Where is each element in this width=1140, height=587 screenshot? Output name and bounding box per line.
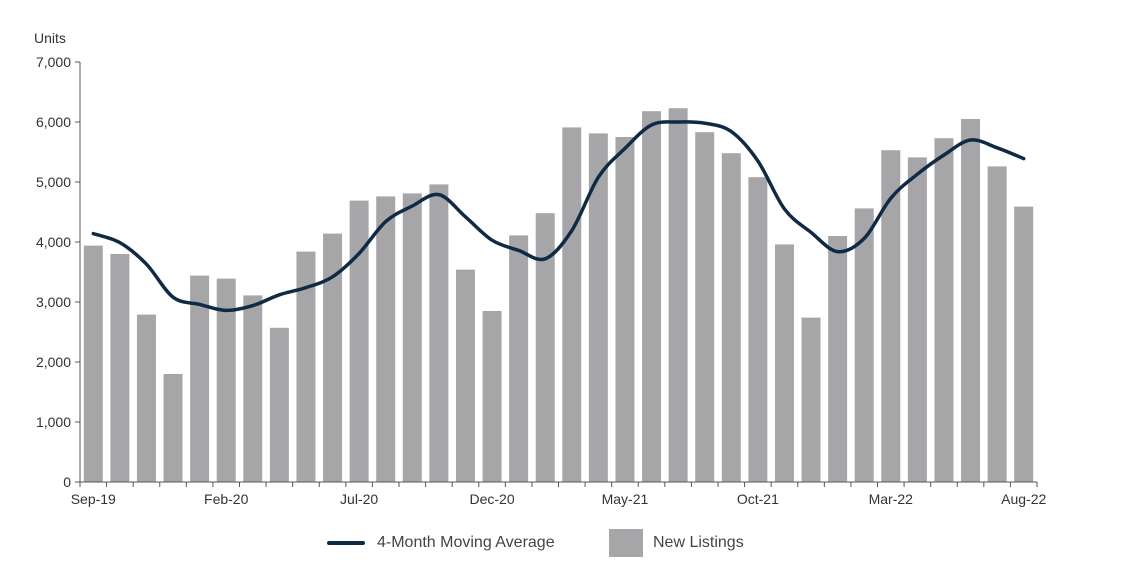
bar-jul-22 (987, 166, 1007, 482)
bar-mar-21 (562, 127, 582, 483)
x-tick-label: Mar-22 (869, 491, 914, 507)
legend-label-new-listings: New Listings (653, 534, 744, 551)
bar-dec-19 (163, 374, 183, 482)
chart-canvas: Units 0 1,000 2,000 3,000 4,000 5,000 6,000 7,0… (34, 30, 1046, 507)
y-axis: 0 1,000 2,000 3,000 4,000 5,000 6,000 7,000 (36, 54, 81, 490)
legend-item-moving-average: 4-Month Moving Average (327, 529, 555, 557)
bar-aug-20 (376, 196, 396, 482)
bar-sep-20 (402, 193, 422, 482)
legend-box-swatch (609, 529, 643, 557)
bar-jun-21 (642, 111, 662, 482)
bar-jan-20 (190, 275, 210, 482)
bar-jul-20 (349, 200, 369, 482)
x-tick-label: Dec-20 (469, 491, 514, 507)
bar-apr-21 (588, 133, 608, 482)
bar-mar-22 (881, 150, 901, 482)
bar-feb-20 (216, 278, 236, 482)
bar-feb-21 (535, 213, 555, 482)
y-axis-title: Units (34, 30, 66, 46)
y-tick-label: 6,000 (36, 114, 71, 130)
bar-series-new-listings (83, 108, 1034, 483)
x-tick-label: Jul-20 (340, 491, 378, 507)
y-tick-label: 5,000 (36, 174, 71, 190)
bar-jan-22 (828, 236, 848, 482)
y-tick-label: 7,000 (36, 54, 71, 70)
bar-may-22 (934, 138, 954, 482)
bar-oct-19 (110, 254, 130, 482)
x-axis: Sep-19 Feb-20 Jul-20 Dec-20 May-21 Oct-21 Mar-… (71, 481, 1046, 507)
bar-sep-19 (83, 245, 103, 482)
bar-jun-22 (961, 119, 981, 482)
moving-average-line (91, 120, 1026, 313)
bar-feb-22 (854, 208, 874, 482)
bar-dec-21 (801, 317, 821, 482)
x-tick-label: Oct-21 (737, 491, 779, 507)
bar-jun-20 (323, 233, 343, 482)
y-tick-label: 3,000 (36, 294, 71, 310)
x-tick-label: May-21 (602, 491, 649, 507)
bar-aug-22 (1014, 206, 1034, 482)
x-tick-label: Feb-20 (204, 491, 249, 507)
bar-aug-21 (695, 132, 715, 482)
bar-jan-21 (509, 235, 529, 482)
y-tick-label: 1,000 (36, 414, 71, 430)
legend-line-swatch (327, 541, 365, 545)
bar-nov-19 (136, 314, 156, 482)
bar-dec-20 (482, 311, 502, 482)
bar-may-21 (615, 137, 635, 482)
x-tick-label: Sep-19 (71, 491, 116, 507)
bar-oct-21 (748, 177, 768, 482)
bar-nov-20 (455, 269, 475, 482)
bar-apr-22 (907, 157, 927, 482)
y-tick-label: 2,000 (36, 354, 71, 370)
bar-nov-21 (774, 244, 794, 482)
legend-label-moving-average: 4-Month Moving Average (377, 534, 555, 551)
y-tick-label: 4,000 (36, 234, 71, 250)
bar-apr-20 (269, 327, 289, 482)
bar-may-20 (296, 251, 316, 482)
bar-mar-20 (243, 295, 263, 482)
y-tick-label: 0 (63, 474, 71, 490)
x-tick-label: Aug-22 (1001, 491, 1046, 507)
legend-item-new-listings: New Listings (609, 529, 744, 557)
bar-sep-21 (721, 153, 741, 482)
line-series-moving-average (91, 120, 1026, 313)
bar-oct-20 (429, 184, 449, 482)
bar-jul-21 (668, 108, 688, 482)
legend: 4-Month Moving Average New Listings (0, 529, 1140, 559)
